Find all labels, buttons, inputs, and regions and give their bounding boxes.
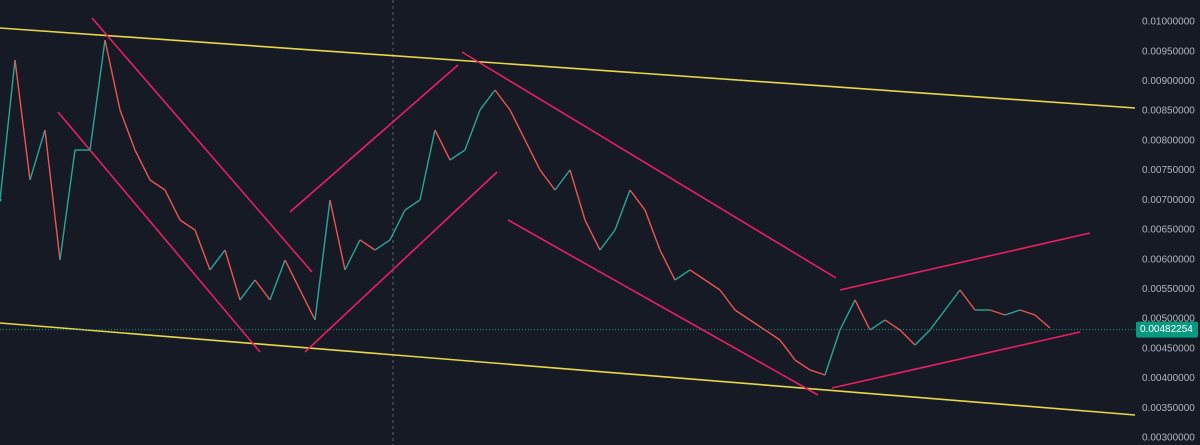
price-segment xyxy=(389,209,406,241)
price-segment xyxy=(1034,314,1051,329)
price-segment xyxy=(29,129,46,181)
price-segment xyxy=(944,289,961,311)
y-tick-label: 0.00350000 xyxy=(1142,403,1195,414)
price-segment xyxy=(359,239,376,251)
price-segment xyxy=(719,289,736,311)
drawings xyxy=(0,17,1136,416)
price-segment xyxy=(494,89,511,111)
price-segment xyxy=(839,299,856,331)
y-tick-label: 0.00750000 xyxy=(1142,165,1195,176)
price-segment xyxy=(434,129,451,161)
price-segment xyxy=(869,319,886,331)
price-segment xyxy=(269,259,286,301)
y-tick-label: 0.00700000 xyxy=(1142,195,1195,206)
price-segment xyxy=(809,369,826,376)
y-tick-label: 0.00450000 xyxy=(1142,343,1195,354)
price-segment xyxy=(854,299,871,331)
price-segment xyxy=(239,279,256,301)
channel-top xyxy=(0,27,1136,109)
price-segment xyxy=(89,39,106,151)
price-segment xyxy=(419,129,436,201)
price-segment xyxy=(539,169,556,191)
price-segment xyxy=(404,199,421,211)
price-segment xyxy=(1019,309,1036,316)
channel-bottom xyxy=(0,322,1136,416)
trend-line xyxy=(839,232,1091,291)
y-tick-label: 0.00400000 xyxy=(1142,373,1195,384)
trend-line xyxy=(289,64,459,213)
price-axis xyxy=(1135,0,1200,445)
price-segment xyxy=(884,319,901,331)
price-segment xyxy=(194,229,211,271)
price-segment xyxy=(569,169,586,221)
y-tick-label: 0.01000000 xyxy=(1142,17,1195,28)
price-segment xyxy=(779,339,796,361)
y-tick-label: 0.00800000 xyxy=(1142,135,1195,146)
price-segment xyxy=(224,249,241,301)
price-segment xyxy=(584,219,601,251)
price-segment xyxy=(614,189,631,231)
y-tick-label: 0.00900000 xyxy=(1142,76,1195,87)
price-segment xyxy=(794,359,811,371)
price-segment xyxy=(704,279,721,291)
price-segment xyxy=(749,319,766,331)
price-segment xyxy=(509,109,526,141)
price-segment xyxy=(524,139,541,171)
price-segment xyxy=(104,39,121,111)
price-segment xyxy=(209,249,226,271)
price-segment xyxy=(59,149,76,261)
current-price-tag xyxy=(1136,321,1198,338)
price-segment xyxy=(14,59,31,181)
price-segment xyxy=(764,329,781,341)
price-segment xyxy=(164,189,181,221)
price-segment xyxy=(929,309,946,331)
price-segment xyxy=(659,249,676,281)
y-tick-label: 0.00600000 xyxy=(1142,254,1195,265)
price-segment xyxy=(254,279,271,301)
price-segment xyxy=(149,179,166,191)
y-tick-label: 0.00850000 xyxy=(1142,106,1195,117)
price-segment xyxy=(629,189,646,211)
price-segment xyxy=(674,269,691,281)
price-segment xyxy=(179,219,196,231)
price-segment xyxy=(449,149,466,161)
price-segment xyxy=(734,309,751,321)
price-segment xyxy=(0,59,16,201)
price-segment xyxy=(314,199,331,321)
price-segment xyxy=(464,109,481,151)
price-segment xyxy=(1004,309,1021,316)
price-segment xyxy=(959,289,976,311)
price-segment xyxy=(134,149,151,181)
price-segment xyxy=(599,229,616,251)
y-tick-label: 0.00300000 xyxy=(1142,433,1195,444)
trend-line xyxy=(831,331,1081,389)
price-segment xyxy=(479,89,496,111)
price-segment xyxy=(824,329,841,376)
current-price-label: 0.00482254 xyxy=(1140,324,1193,335)
price-segment xyxy=(989,309,1006,316)
price-segment xyxy=(644,209,661,251)
trend-line xyxy=(57,111,261,353)
trend-line xyxy=(507,219,819,396)
y-tick-label: 0.00650000 xyxy=(1142,225,1195,236)
price-segment xyxy=(689,269,706,281)
y-tick-label: 0.00550000 xyxy=(1142,284,1195,295)
trend-line xyxy=(304,171,498,353)
price-segment xyxy=(374,239,391,251)
price-segment xyxy=(284,259,301,291)
price-segment xyxy=(554,169,571,191)
price-segment xyxy=(44,129,61,261)
price-segment xyxy=(899,329,916,346)
price-segment xyxy=(914,329,931,346)
price-segment xyxy=(299,289,316,321)
price-segment xyxy=(119,109,136,151)
y-tick-label: 0.00500000 xyxy=(1142,314,1195,325)
trend-line xyxy=(91,17,313,273)
price-segment xyxy=(329,199,346,271)
price-segment xyxy=(344,239,361,271)
y-tick-label: 0.00950000 xyxy=(1142,46,1195,57)
trend-line xyxy=(461,51,837,279)
